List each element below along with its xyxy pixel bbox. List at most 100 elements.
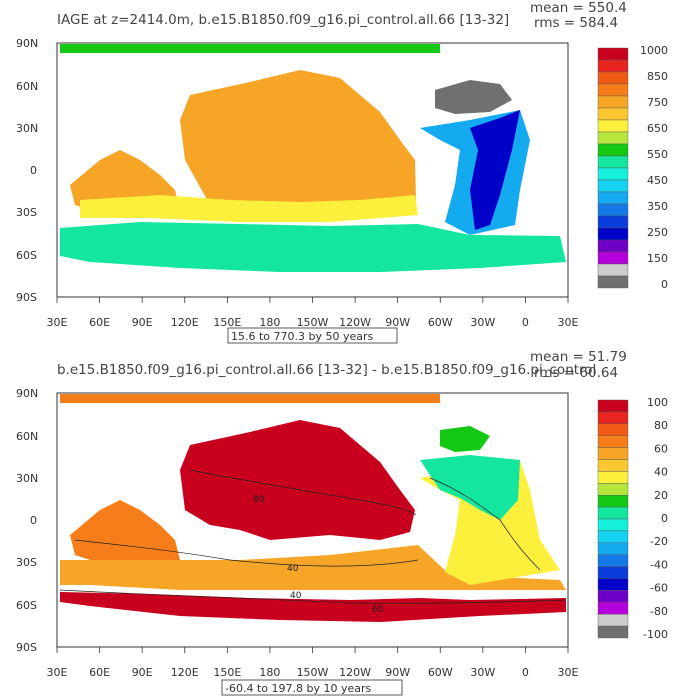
- colorbar-swatch: [597, 107, 629, 121]
- contour-line: [59, 589, 567, 604]
- lon-label: 60W: [428, 316, 453, 329]
- lon-label: 150E: [213, 666, 241, 679]
- colorbar-label: -40: [650, 558, 668, 571]
- panel-1-lat-axis: 90N 60N 30N 0 30S 60S 90S: [16, 37, 38, 304]
- colorbar-swatch: [597, 263, 629, 277]
- lon-label: 150W: [297, 666, 329, 679]
- lat-label: 30S: [16, 556, 37, 569]
- colorbar-label: 650: [647, 122, 668, 135]
- colorbar-swatch: [597, 59, 629, 73]
- atlantic-north-field-2: [420, 455, 520, 520]
- colorbar-swatch: [597, 47, 629, 61]
- panel-2-rms: rms = 60.64: [534, 365, 618, 381]
- contour-line: [189, 469, 417, 516]
- arctic-ocean-2: [60, 394, 440, 403]
- colorbar-swatch: [597, 518, 629, 532]
- colorbar-swatch: [597, 411, 629, 424]
- atlantic-north-field: [470, 110, 520, 230]
- colorbar-swatch: [597, 495, 629, 508]
- colorbar-label: 750: [647, 96, 668, 109]
- colorbar-swatch: [597, 625, 629, 639]
- colorbar-swatch: [597, 447, 629, 460]
- colorbar-label: 40: [654, 466, 668, 479]
- colorbar-label: 80: [654, 419, 668, 432]
- labrador-sea-field-2: [440, 426, 490, 452]
- colorbar-label: 1000: [640, 44, 668, 57]
- lon-label: 0: [522, 666, 529, 679]
- lon-label: 90E: [132, 316, 153, 329]
- lat-label: 60S: [16, 249, 37, 262]
- colorbar-swatch: [597, 554, 629, 567]
- lat-label: 30N: [16, 122, 38, 135]
- colorbar-swatch: [597, 459, 629, 472]
- colorbar-swatch: [597, 399, 629, 413]
- panel-1-title: IAGE at z=2414.0m, b.e15.B1850.f09_g16.p…: [57, 12, 509, 28]
- panel-2-title: b.e15.B1850.f09_g16.pi_control.all.66 [1…: [57, 362, 596, 378]
- lon-label: 150E: [213, 316, 241, 329]
- contour-label: 60: [372, 605, 384, 615]
- lon-label: 60E: [89, 666, 110, 679]
- lon-label: 30W: [470, 316, 495, 329]
- lon-label: 30E: [558, 316, 579, 329]
- contour-line: [74, 539, 419, 567]
- colorbar-swatch: [597, 83, 629, 97]
- colorbar-swatch: [597, 143, 629, 157]
- colorbar-swatch: [597, 471, 629, 484]
- colorbar-swatch: [597, 251, 629, 265]
- panel-2-map: 80 40 40 60: [56, 392, 569, 648]
- lon-label: 120W: [339, 666, 371, 679]
- colorbar-label: 250: [647, 226, 668, 239]
- colorbar-label: 550: [647, 148, 668, 161]
- colorbar-swatch: [597, 542, 629, 555]
- colorbar-swatch: [597, 602, 629, 615]
- colorbar-label: 150: [647, 252, 668, 265]
- colorbar-swatch: [597, 215, 629, 229]
- lon-label: 180: [259, 316, 280, 329]
- panel-1-mean: mean = 550.4: [530, 0, 627, 16]
- lat-label: 60S: [16, 599, 37, 612]
- colorbar-label: -80: [650, 605, 668, 618]
- pacific-ocean-field-2: [180, 420, 415, 540]
- colorbar-label: 0: [661, 278, 668, 291]
- colorbar-swatch: [597, 71, 629, 85]
- contour-label: 40: [287, 564, 299, 574]
- lon-label: 60W: [428, 666, 453, 679]
- colorbar-swatch: [597, 506, 629, 520]
- southern-ocean-field-2: [60, 545, 566, 590]
- contour-line: [429, 477, 541, 571]
- panel-2-lat-axis: 90N 60N 30N 0 30S 60S 90S: [16, 387, 38, 654]
- colorbar-swatch: [597, 566, 629, 579]
- panel-2-mean: mean = 51.79: [530, 349, 627, 365]
- contour-label: 80: [253, 495, 265, 505]
- lat-label: 90N: [16, 37, 38, 50]
- panel-2: b.e15.B1850.f09_g16.pi_control.all.66 [1…: [16, 349, 668, 696]
- colorbar-swatch: [597, 203, 629, 217]
- lon-label: 150W: [297, 316, 329, 329]
- lat-label: 0: [30, 164, 37, 177]
- colorbar-label: 850: [647, 70, 668, 83]
- southern-ocean-field: [60, 222, 566, 272]
- colorbar-swatch: [597, 435, 629, 448]
- colorbar-label: 60: [654, 442, 668, 455]
- lon-label: 0: [522, 316, 529, 329]
- antarctic-band-2: [60, 592, 566, 622]
- contour-label: 40: [290, 591, 302, 601]
- lon-label: 30E: [558, 666, 579, 679]
- colorbar-swatch: [597, 167, 629, 181]
- panel-2-colorbar: 100 80 60 40 20 0 -20 -40 -60 -80 -100: [597, 396, 668, 641]
- colorbar-label: -20: [650, 535, 668, 548]
- colorbar-swatch: [597, 155, 629, 169]
- panel-1: IAGE at z=2414.0m, b.e15.B1850.f09_g16.p…: [16, 0, 668, 344]
- panel-1-lon-axis: 30E 60E 90E 120E 150E 180 150W 120W 90W 60W 30W 0 30…: [47, 297, 579, 329]
- lat-label: 90S: [16, 641, 37, 654]
- colorbar-swatch: [597, 95, 629, 109]
- colorbar-swatch: [597, 131, 629, 145]
- panel-2-range-note: -60.4 to 197.8 by 10 years: [225, 682, 372, 695]
- lat-label: 60N: [16, 80, 38, 93]
- colorbar-label: 100: [647, 396, 668, 409]
- colorbar-swatch: [597, 578, 629, 591]
- lat-label: 90N: [16, 387, 38, 400]
- colorbar-label: 350: [647, 200, 668, 213]
- mid-latitude-band: [80, 195, 418, 222]
